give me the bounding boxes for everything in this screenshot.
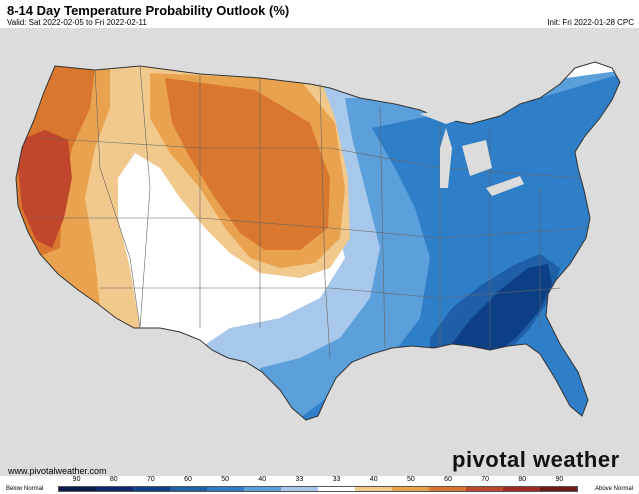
legend-tick-label: 40 (258, 476, 267, 483)
legend-tick-label: 90 (72, 476, 81, 483)
us-border (15, 61, 621, 421)
legend-swatch (429, 487, 466, 491)
legend-swatch (503, 487, 540, 491)
legend-tick-label: 80 (109, 476, 118, 483)
init-time: Init: Fri 2022-01-28 CPC (547, 18, 634, 27)
legend-labels: 90 80 70 60 50 40 33 33 40 50 60 70 80 90 (58, 476, 578, 485)
great-lakes (420, 108, 524, 196)
legend-swatch (207, 487, 244, 491)
website-url[interactable]: www.pivotalweather.com (8, 466, 107, 476)
brand-logo: pivotal weather (452, 447, 620, 472)
color-legend: 90 80 70 60 50 40 33 33 40 50 60 70 80 90 Below Norma… (0, 476, 639, 494)
legend-swatch (133, 487, 170, 491)
legend-tick-label: 33 (332, 476, 341, 483)
legend-swatch (392, 487, 429, 491)
legend-tick-label: 70 (146, 476, 155, 483)
legend-tick-label: 50 (406, 476, 415, 483)
legend-swatch (170, 487, 207, 491)
map-title: 8-14 Day Temperature Probability Outlook… (7, 3, 290, 18)
below-70-area (450, 264, 552, 364)
state-borders (30, 65, 591, 359)
legend-swatch (281, 487, 318, 491)
above-60-area (18, 130, 72, 248)
legend-swatch (244, 487, 281, 491)
legend-tick-label: 60 (444, 476, 452, 483)
legend-above-label: Above Normal (594, 486, 633, 492)
legend-tick-label: 40 (369, 476, 378, 483)
legend-swatch (540, 487, 577, 491)
legend-bar (58, 486, 578, 492)
legend-tick-label: 80 (518, 476, 527, 483)
legend-tick-label: 60 (184, 476, 192, 483)
probability-shading (16, 62, 620, 420)
legend-tick-label: 33 (295, 476, 304, 483)
legend-swatch (318, 487, 355, 491)
legend-swatch (466, 487, 503, 491)
legend-swatch (355, 487, 392, 491)
above-50-plains (165, 78, 330, 250)
legend-below-label: Below Normal (6, 486, 44, 492)
legend-tick-label: 50 (221, 476, 230, 483)
outlook-map-svg (0, 28, 639, 476)
outlook-map (0, 28, 639, 476)
legend-swatch (96, 487, 133, 491)
legend-tick-label: 70 (481, 476, 490, 483)
valid-period: Valid: Sat 2022-02-05 to Fri 2022-02-11 (7, 18, 147, 27)
legend-swatch (59, 487, 96, 491)
legend-tick-label: 90 (555, 476, 564, 483)
